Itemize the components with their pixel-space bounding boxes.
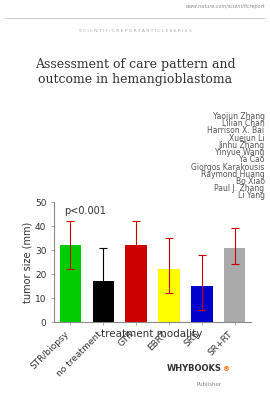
Text: S C I E N T I F I C R E P O R T A R T I C L E S E R I E S: S C I E N T I F I C R E P O R T A R T I … [79, 29, 191, 33]
Text: Publisher: Publisher [197, 382, 222, 387]
Text: Jinhu Zhang: Jinhu Zhang [218, 141, 265, 150]
Bar [224, 248, 245, 322]
Text: Lilian Chan: Lilian Chan [222, 119, 265, 128]
Text: Xuejun Li: Xuejun Li [229, 134, 265, 143]
Text: Bo Xiao: Bo Xiao [236, 177, 265, 186]
Text: Li Yang: Li Yang [238, 191, 265, 200]
Text: Harrison X. Bai: Harrison X. Bai [207, 126, 265, 136]
Text: Yinyue Wang: Yinyue Wang [215, 148, 265, 157]
Bar [126, 245, 147, 322]
Text: Ya Cao: Ya Cao [239, 155, 265, 164]
Text: Giorgos Karakousis: Giorgos Karakousis [191, 162, 265, 172]
Y-axis label: tumor size (mm): tumor size (mm) [22, 221, 32, 303]
Text: p<0.001: p<0.001 [64, 206, 106, 216]
Text: ®: ® [223, 366, 230, 372]
Text: WHYBOOKS: WHYBOOKS [167, 364, 221, 373]
Text: Assessment of care pattern and
outcome in hemangioblastoma: Assessment of care pattern and outcome i… [35, 58, 235, 86]
Text: Paul J. Zhang: Paul J. Zhang [214, 184, 265, 193]
Text: www.nature.com/scientificreport: www.nature.com/scientificreport [185, 4, 265, 9]
Bar [93, 281, 114, 322]
Bar [60, 245, 81, 322]
Text: Raymond Huang: Raymond Huang [201, 170, 265, 179]
Bar [158, 269, 180, 322]
Text: treatment modality: treatment modality [101, 329, 203, 339]
Text: Yaojun Zhang: Yaojun Zhang [212, 112, 265, 121]
Bar [191, 286, 212, 322]
